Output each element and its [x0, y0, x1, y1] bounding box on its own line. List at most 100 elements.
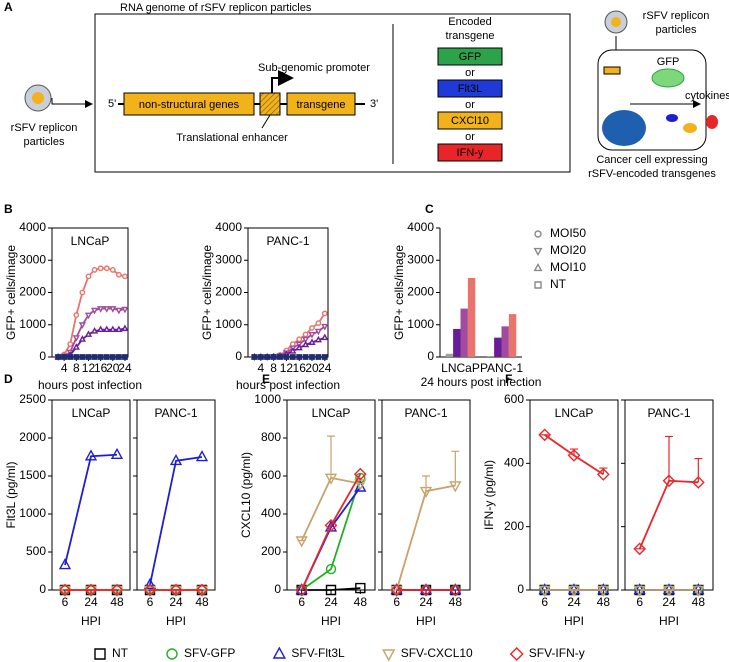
marker — [143, 577, 157, 589]
gfp-label: GFP — [657, 56, 680, 68]
y-axis-label: IFN-y (pg/ml) — [482, 460, 496, 530]
marker — [72, 343, 80, 350]
marker — [251, 354, 258, 360]
plot-frame — [286, 399, 376, 591]
y-tick-label: 3000 — [407, 252, 434, 266]
marker — [301, 340, 310, 348]
x-axis-label: HPI — [659, 614, 679, 628]
series-line — [64, 453, 118, 566]
marker — [567, 585, 581, 597]
marker — [277, 354, 283, 360]
x-tick-label: LNCaP — [441, 361, 480, 375]
x-tick-label: 6 — [147, 595, 154, 609]
marker — [533, 262, 543, 272]
y-tick-label: 1500 — [19, 468, 46, 482]
y-tick-label: 4000 — [19, 220, 46, 234]
y-tick-label: 2000 — [215, 285, 242, 299]
marker — [509, 647, 524, 661]
marker — [692, 585, 705, 597]
promoter-label: Sub-genomic promoter — [258, 62, 370, 74]
panel-title: PANC-1 — [404, 406, 447, 420]
error-bar — [422, 475, 430, 492]
marker — [85, 354, 92, 360]
encoded-label: transgene — [446, 30, 495, 42]
x-tick-label: 8 — [73, 361, 80, 375]
y-tick-label: 800 — [261, 430, 281, 444]
y-axis-label: GFP+ cells/image — [392, 245, 406, 340]
y-tick-label: 400 — [261, 506, 281, 520]
panel-title: LNCaP — [71, 234, 110, 248]
or-label: or — [465, 67, 475, 79]
marker — [103, 306, 111, 313]
marker — [538, 585, 551, 597]
marker — [78, 335, 87, 342]
legend-label: MOI10 — [550, 260, 586, 274]
marker — [296, 336, 303, 343]
series-line — [301, 587, 361, 591]
y-tick-label: 0 — [517, 582, 524, 596]
marker — [94, 648, 106, 660]
x-tick-label: 4 — [61, 361, 68, 375]
marker — [270, 354, 277, 360]
marker — [534, 281, 542, 289]
marker — [354, 480, 367, 492]
marker — [289, 354, 296, 360]
marker — [353, 467, 367, 481]
marker — [169, 583, 183, 597]
y-tick-label: 0 — [235, 349, 242, 363]
x-tick-label: 48 — [449, 595, 463, 609]
y-tick-label: 2500 — [19, 392, 46, 406]
marker — [691, 475, 705, 489]
bar — [453, 328, 461, 357]
left-particles: particles — [24, 136, 65, 148]
y-tick-label: 600 — [504, 392, 524, 406]
y-tick-label: 4000 — [215, 220, 242, 234]
marker — [109, 325, 117, 333]
marker — [302, 354, 309, 360]
x-tick-label: 24 — [318, 361, 332, 375]
legend-label: SFV-Flt3L — [291, 646, 345, 660]
marker — [321, 354, 328, 360]
marker — [110, 447, 124, 460]
y-tick-label: 200 — [504, 519, 524, 533]
marker — [109, 306, 117, 313]
encoded-label: Encoded — [448, 16, 491, 28]
y-tick-label: 1000 — [215, 317, 242, 331]
marker — [90, 307, 99, 315]
marker — [534, 230, 542, 238]
marker — [67, 354, 74, 360]
marker — [169, 453, 183, 466]
y-tick-label: 200 — [261, 544, 281, 558]
marker — [79, 289, 86, 296]
x-tick-label: 24 — [419, 595, 433, 609]
plot-frame — [624, 399, 714, 591]
x-tick-label: 24 — [567, 595, 581, 609]
marker — [355, 472, 366, 484]
marker — [143, 583, 157, 597]
x-tick-label: 16 — [94, 361, 108, 375]
marker — [122, 354, 128, 360]
marker — [195, 450, 209, 462]
legend-label: NT — [112, 646, 129, 660]
genome-title: RNA genome of rSFV replicon particles — [120, 2, 312, 14]
x-axis-label: hours post infection — [236, 378, 340, 392]
panel-title: PANC-1 — [647, 406, 690, 420]
marker — [321, 310, 328, 317]
marker — [84, 449, 98, 461]
panel-label: E — [262, 372, 270, 386]
x-axis-label: hours post infection — [38, 378, 142, 392]
x-axis-label: HPI — [81, 614, 101, 628]
legend-label: SFV-IFN-y — [529, 646, 585, 660]
marker — [448, 583, 462, 597]
cytokine — [683, 123, 697, 133]
marker — [58, 558, 72, 570]
marker — [115, 354, 122, 360]
error-bar — [694, 457, 703, 483]
marker — [79, 354, 86, 360]
marker — [295, 583, 309, 597]
error-bar — [451, 450, 460, 486]
gfp-icon — [651, 68, 685, 88]
marker — [166, 648, 178, 660]
virus-right — [604, 10, 628, 34]
gene-box — [123, 92, 255, 116]
